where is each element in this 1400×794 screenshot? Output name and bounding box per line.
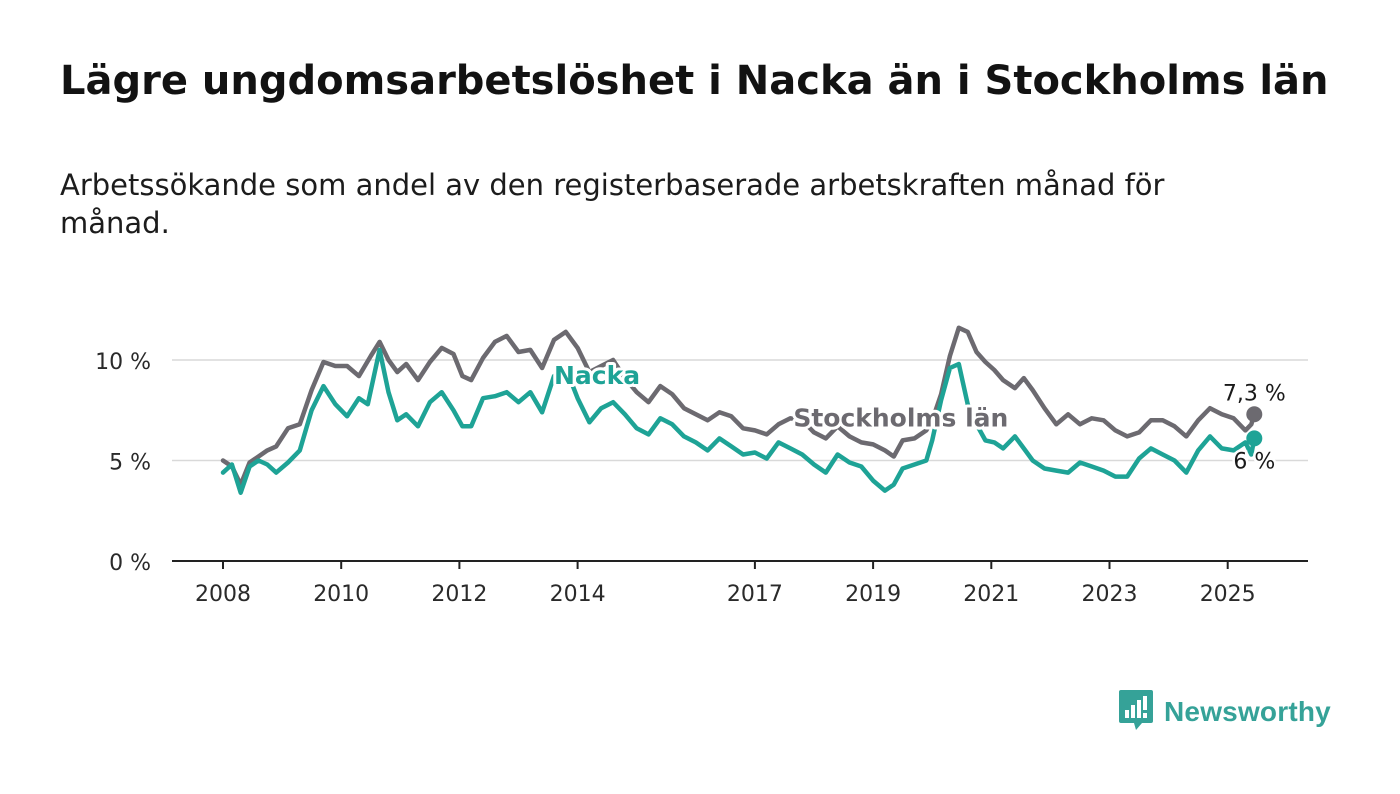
gridlines bbox=[172, 359, 1308, 462]
series-labels: Nacka Stockholms län 7,3 % 6 % bbox=[551, 358, 1288, 477]
series-label: Nacka bbox=[554, 361, 640, 390]
series-end-marker bbox=[1246, 430, 1263, 447]
x-tick-label: 2017 bbox=[727, 582, 783, 607]
newsworthy-logo: Newsworthy bbox=[1118, 690, 1331, 734]
series-line-stockholms-l-n bbox=[220, 325, 1257, 487]
x-tick-label: 2019 bbox=[845, 582, 901, 607]
brand-name: Newsworthy bbox=[1164, 696, 1331, 727]
axes: 0 % 5 % 10 % 2008 2010 2012 2014 2017 2019 2021 20… bbox=[95, 350, 1308, 607]
chart-subtitle: Arbetssökande som andel av den registerb… bbox=[60, 168, 1165, 240]
series-line-nacka bbox=[220, 347, 1257, 495]
x-tick-label: 2008 bbox=[195, 582, 251, 607]
x-tick-label: 2021 bbox=[963, 582, 1019, 607]
x-tick-label: 2010 bbox=[313, 582, 369, 607]
x-tick-label: 2025 bbox=[1200, 582, 1256, 607]
x-tick-label: 2014 bbox=[550, 582, 606, 607]
y-tick-label: 10 % bbox=[95, 350, 151, 375]
newsworthy-logo-icon bbox=[1118, 688, 1154, 736]
series-lines bbox=[220, 325, 1263, 495]
end-value-label: 6 % bbox=[1233, 449, 1275, 474]
x-tick-label: 2012 bbox=[431, 582, 487, 607]
y-tick-label: 5 % bbox=[109, 451, 151, 476]
y-tick-label: 0 % bbox=[109, 551, 151, 576]
series-end-marker bbox=[1246, 406, 1263, 423]
end-value-label: 7,3 % bbox=[1223, 381, 1286, 406]
chart-title: Lägre ungdomsarbetslöshet i Nacka än i S… bbox=[60, 58, 1329, 104]
series-label: Stockholms län bbox=[793, 403, 1008, 432]
x-tick-label: 2023 bbox=[1082, 582, 1138, 607]
